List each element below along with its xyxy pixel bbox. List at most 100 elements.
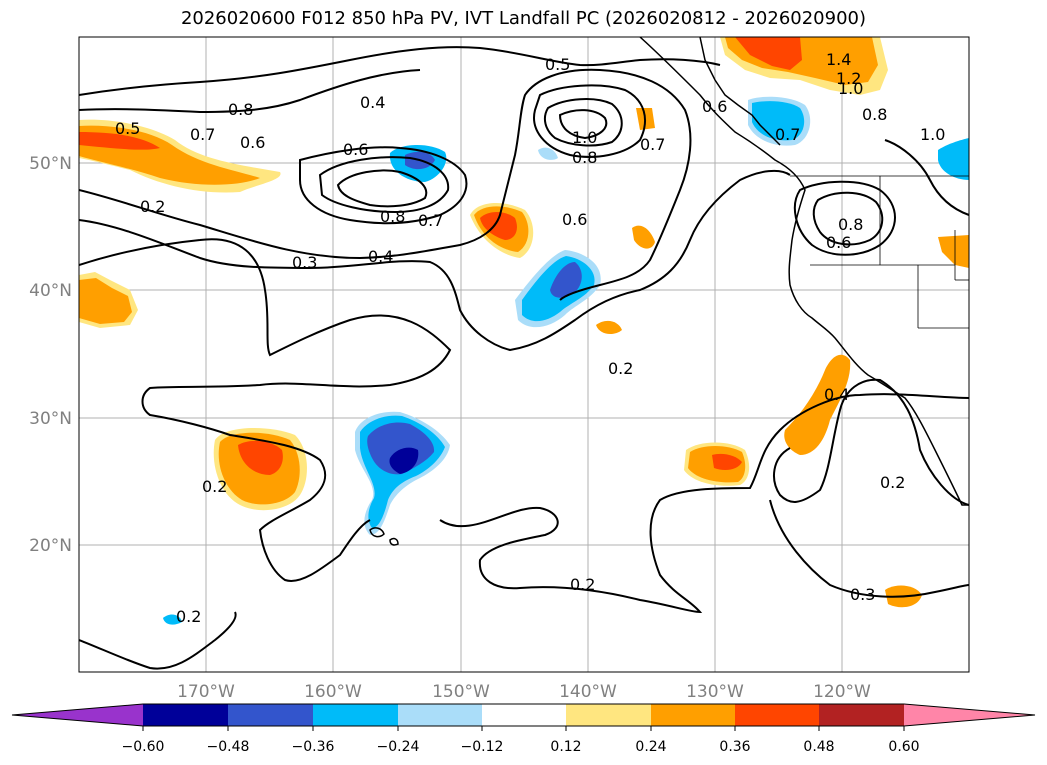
colorbar-tick-label: −0.48 [207, 739, 250, 755]
longitude-axis: 170°W 160°W 150°W 140°W 130°W 120°W [177, 682, 871, 702]
contour-label: 0.8 [838, 215, 863, 234]
contour-0.8-pacnw [543, 98, 623, 147]
contour-0.7-central [318, 156, 450, 214]
shaded-region-east-positive [938, 235, 969, 268]
contour-0.2-south [439, 393, 969, 614]
contour-label: 1.0 [838, 79, 863, 98]
contour-0.2-west [79, 238, 452, 582]
colorbar-swatch [398, 704, 482, 726]
contour-label: 0.2 [608, 359, 633, 378]
contour-label: 0.3 [292, 253, 317, 272]
contour-label: 0.6 [826, 233, 851, 252]
contour-labels: 0.5 0.7 0.8 0.6 0.5 0.4 0.6 0.8 0.7 0.3 … [115, 50, 945, 626]
colorbar-ticks [142, 726, 905, 731]
shaded-region-west-orange [79, 278, 132, 324]
contour-0.6-central [299, 146, 468, 225]
contour-label: 0.8 [380, 207, 405, 226]
shaded-region-nw-red [79, 132, 160, 150]
contour-0.8-central [336, 169, 428, 208]
contour-label: 0.8 [228, 100, 253, 119]
shaded-region-hawaii-negative-darkest [389, 447, 419, 474]
contour-0.5-north [79, 46, 721, 96]
contour-label: 0.2 [202, 477, 227, 496]
colorbar-swatch [482, 704, 566, 726]
contour-0.5-pacnw [533, 84, 646, 158]
colorbar-tick-label: −0.24 [377, 739, 420, 755]
colorbar-swatch [143, 704, 228, 726]
contour-0.2-sw [79, 611, 237, 670]
contour-label: 0.7 [640, 135, 665, 154]
colorbar-extend-low [12, 704, 143, 726]
contour-label: 0.2 [570, 575, 595, 594]
map-title: 2026020600 F012 850 hPa PV, IVT Landfall… [180, 8, 867, 29]
contour-label: 0.8 [572, 148, 597, 167]
colorbar-tick-label: −0.36 [292, 739, 335, 755]
colorbar-tick-label: −0.12 [461, 739, 504, 755]
colorbar-tick-label: −0.60 [122, 739, 165, 755]
colorbar-tick-label: 0.12 [550, 739, 581, 755]
shaded-region-small-negative-2 [163, 614, 182, 625]
contour-0.4-band [79, 68, 692, 301]
shaded-region-east-negative [938, 138, 969, 180]
shaded-region-southwest-red [238, 440, 283, 475]
longitude-label: 140°W [559, 682, 617, 702]
contour-label: 0.7 [190, 125, 215, 144]
contour-label: 0.7 [775, 125, 800, 144]
contour-label: 0.6 [343, 140, 368, 159]
shaded-region-orange-43n [632, 225, 655, 249]
contour-label: 0.7 [418, 211, 443, 230]
longitude-label: 150°W [432, 682, 490, 702]
shaded-regions [79, 37, 969, 625]
colorbar-tick-label: 0.36 [719, 739, 750, 755]
colorbar-tick-label: 0.48 [803, 739, 834, 755]
pv-contours [79, 46, 969, 670]
latitude-label: 50°N [29, 154, 72, 174]
contour-label: 1.4 [826, 50, 851, 69]
contour-label: 0.5 [545, 55, 570, 74]
colorbar-tick-label: 0.60 [888, 739, 919, 755]
contour-0.3-mid [79, 169, 791, 352]
colorbar-swatch [819, 704, 904, 726]
borders [790, 175, 969, 329]
contour-label: 0.3 [850, 585, 875, 604]
contour-label: 0.4 [824, 385, 849, 404]
shaded-region-small-positive [596, 320, 622, 335]
latitude-label: 40°N [29, 281, 72, 301]
latitude-label: 30°N [29, 409, 72, 429]
colorbar-tick-label: 0.24 [635, 739, 666, 755]
gridlines [79, 37, 969, 672]
longitude-label: 130°W [686, 682, 744, 702]
contour-label: 0.2 [176, 607, 201, 626]
contour-label: 0.4 [360, 93, 385, 112]
contour-0.2-ne [884, 139, 969, 216]
longitude-label: 120°W [813, 682, 871, 702]
contour-0.8-east [812, 191, 884, 246]
shaded-region-hawaii-negative-core [367, 422, 435, 475]
colorbar-swatch [566, 704, 651, 726]
shaded-region-small-negative-1 [538, 147, 558, 160]
contour-label: 0.4 [368, 247, 393, 266]
contour-label: 1.0 [920, 125, 945, 144]
contour-label: 0.6 [562, 210, 587, 229]
latitude-axis: 50°N 40°N 30°N 20°N [29, 154, 72, 556]
colorbar: −0.60 −0.48 −0.36 −0.24 −0.12 0.12 0.24 … [11, 703, 1036, 755]
latitude-label: 20°N [29, 536, 72, 556]
shaded-region-northeast-red [735, 37, 802, 70]
contour-label: 1.2 [836, 69, 861, 88]
contour-1.0-pacnw [558, 109, 608, 140]
contour-0.3-south [769, 499, 969, 598]
colorbar-extend-high [904, 704, 1035, 726]
contour-label: 0.6 [240, 133, 265, 152]
colorbar-swatch [735, 704, 819, 726]
map-frame [78, 36, 970, 673]
coastline-alaska [639, 37, 969, 506]
shaded-region-southeast-red [712, 453, 742, 470]
contour-0.6-nw [79, 69, 421, 114]
longitude-label: 170°W [177, 682, 235, 702]
contour-label: 0.5 [115, 119, 140, 138]
coastlines [369, 37, 969, 546]
map-background [79, 37, 969, 672]
coastline-canada [699, 37, 781, 146]
coastline-hawaii [369, 527, 399, 546]
